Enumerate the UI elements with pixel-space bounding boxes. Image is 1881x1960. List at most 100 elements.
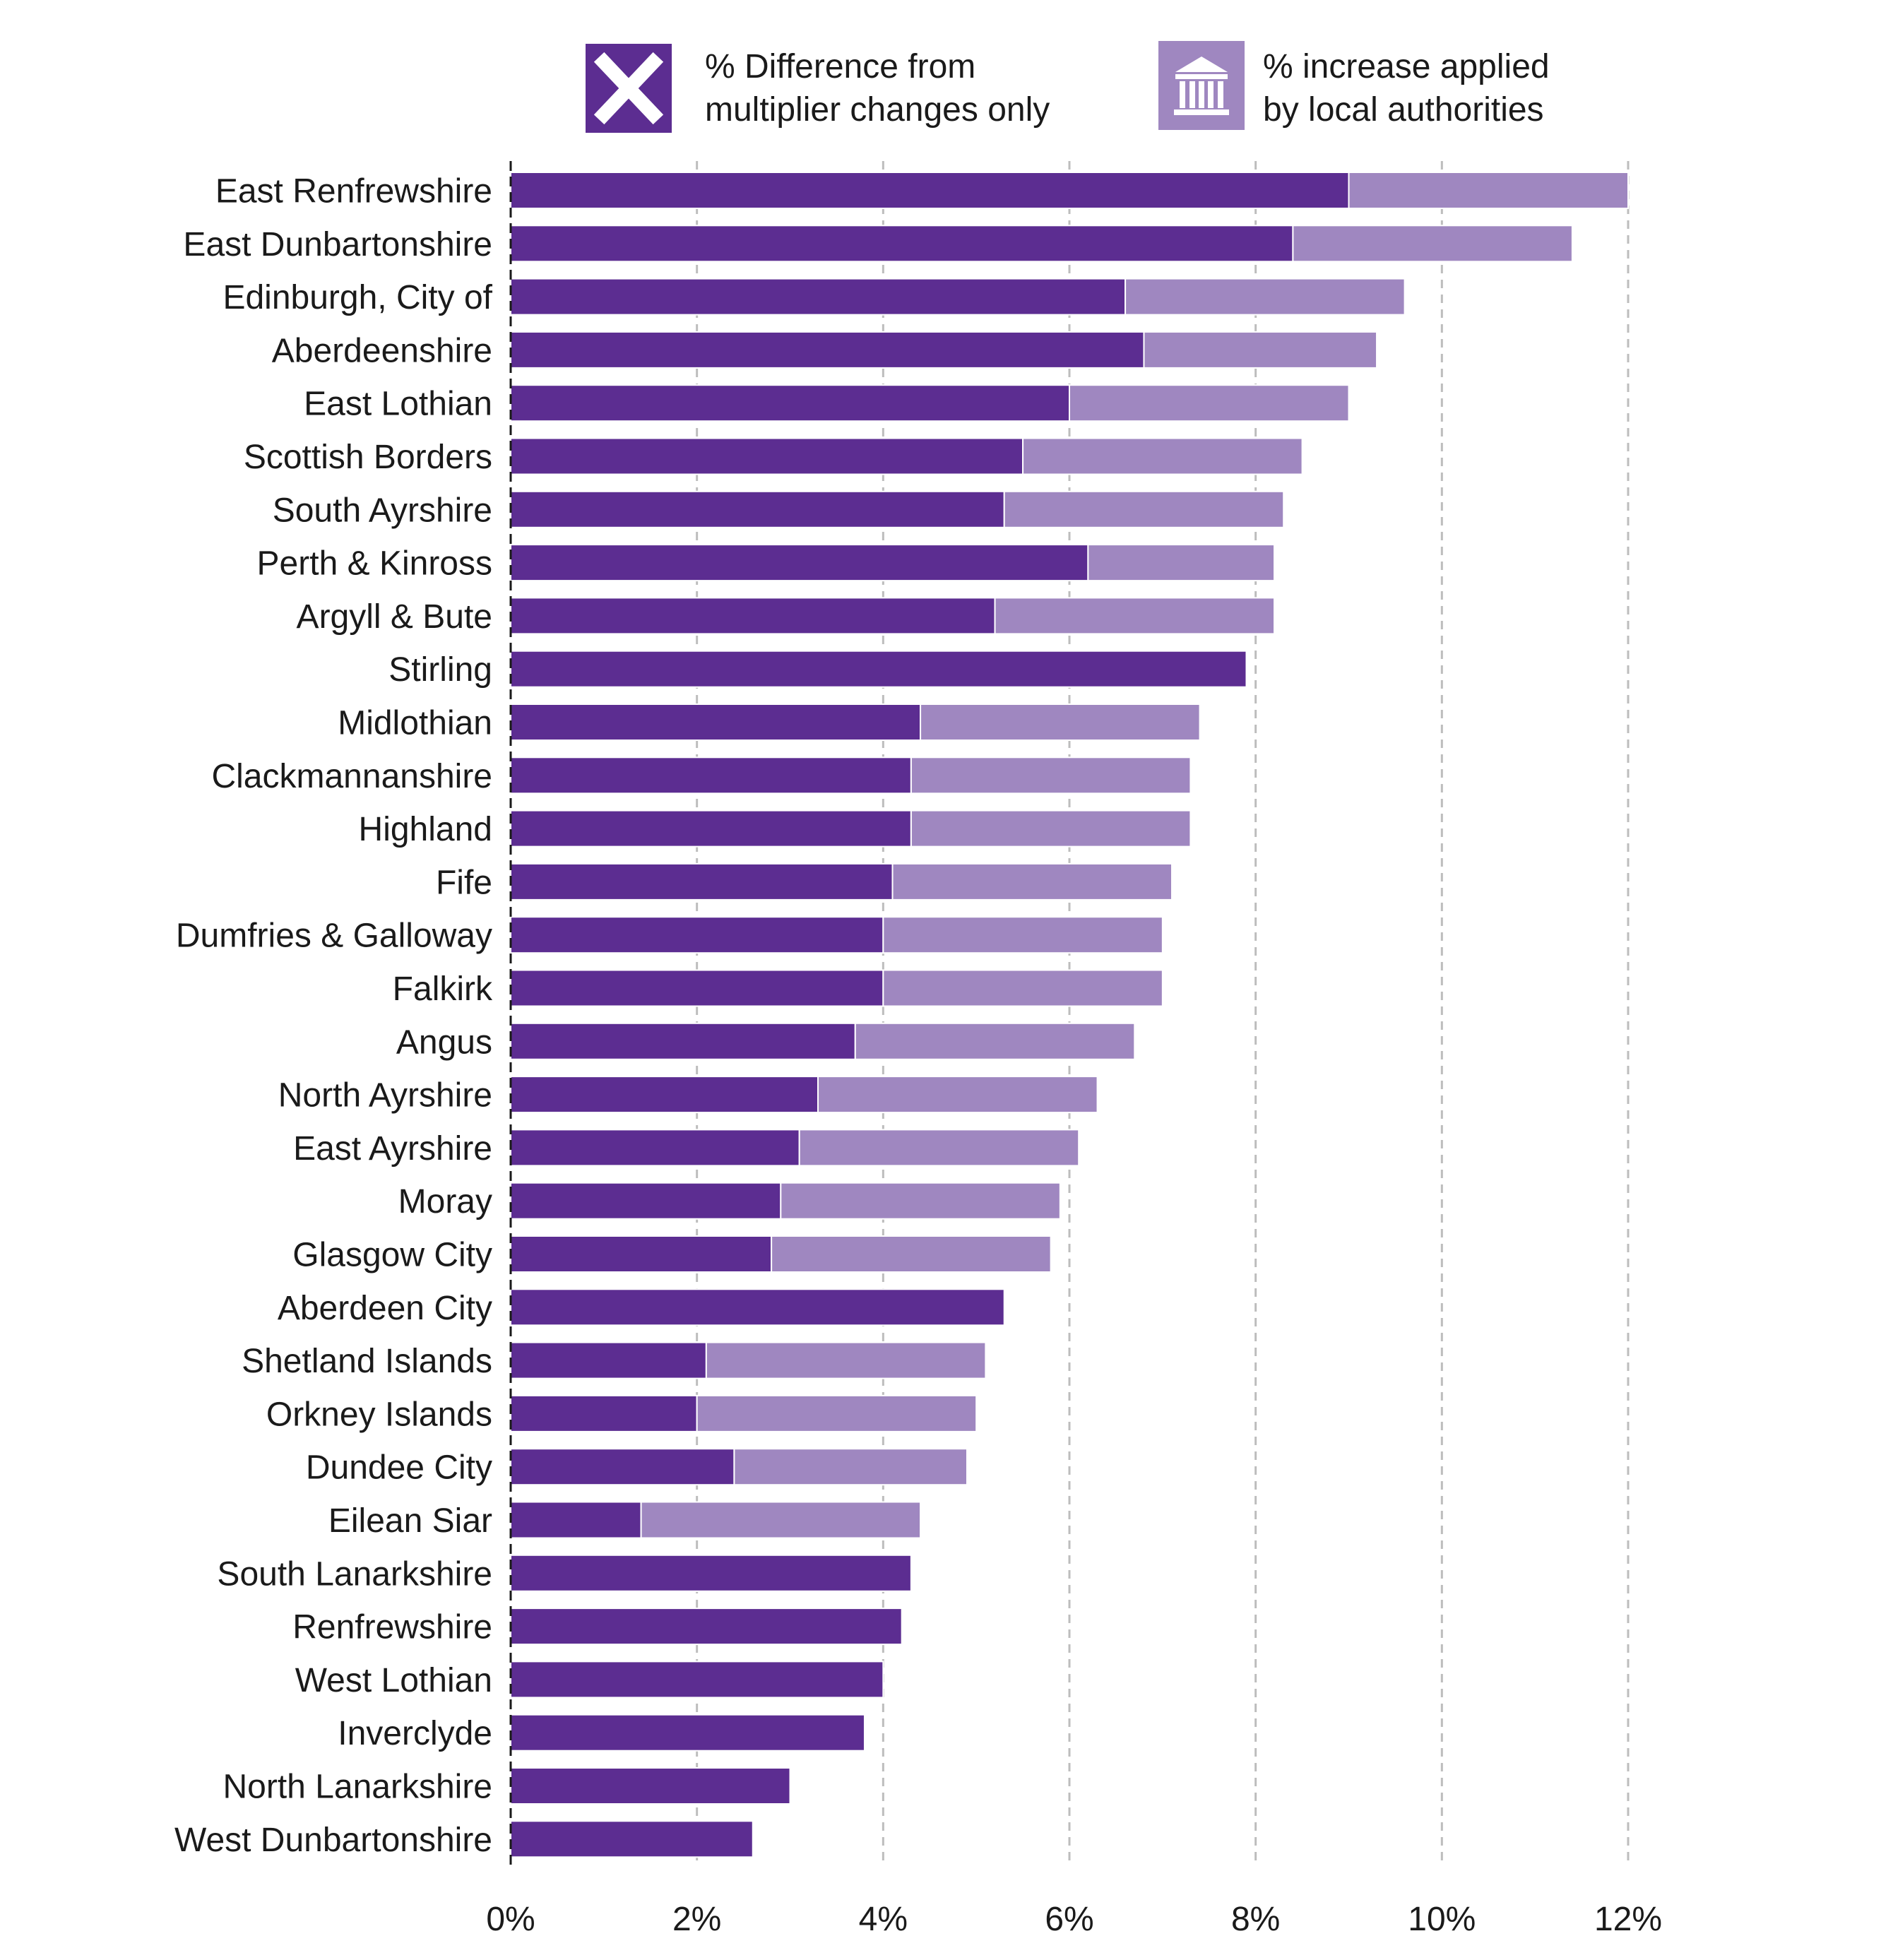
- category-label: Falkirk: [393, 970, 493, 1008]
- bar-local-authorities: [1069, 384, 1350, 422]
- bar-local-authorities: [1143, 331, 1378, 369]
- category-label: Shetland Islands: [242, 1343, 492, 1380]
- bar-multiplier: [510, 1129, 800, 1167]
- category-label: East Lothian: [304, 386, 492, 423]
- category-label: Aberdeen City: [278, 1290, 492, 1327]
- bar-multiplier: [510, 1767, 791, 1805]
- bar-local-authorities: [733, 1448, 968, 1486]
- bar-multiplier: [510, 1182, 782, 1220]
- bar-multiplier: [510, 1022, 856, 1060]
- legend-label-multiplier-line2: multiplier changes only: [705, 91, 1050, 129]
- bar-multiplier: [510, 225, 1294, 263]
- legend-label-multiplier-line1: % Difference from: [705, 48, 975, 85]
- bar-local-authorities: [817, 1076, 1098, 1114]
- legend-item-multiplier: % Difference from multiplier changes onl…: [586, 44, 1050, 133]
- bar-local-authorities: [780, 1182, 1061, 1220]
- category-label: Moray: [398, 1183, 492, 1220]
- category-label: Midlothian: [338, 705, 492, 742]
- category-label: Stirling: [388, 651, 492, 689]
- bar-local-authorities: [1003, 490, 1285, 528]
- bar-multiplier: [510, 1288, 1005, 1326]
- bar-local-authorities: [854, 1022, 1136, 1060]
- x-tick-label: 10%: [1408, 1901, 1476, 1938]
- bar-local-authorities: [640, 1501, 922, 1539]
- bar-multiplier: [510, 1341, 707, 1379]
- category-label: East Ayrshire: [293, 1130, 492, 1168]
- x-tick-label: 6%: [1045, 1901, 1093, 1938]
- bar-multiplier: [510, 1820, 754, 1858]
- category-label: West Lothian: [295, 1662, 492, 1699]
- bar-local-authorities: [994, 597, 1276, 635]
- category-label: Fife: [436, 864, 492, 901]
- bar-local-authorities: [771, 1235, 1052, 1273]
- bar-multiplier: [510, 544, 1089, 582]
- bar-multiplier: [510, 969, 884, 1007]
- category-label: Angus: [396, 1023, 492, 1061]
- bar-multiplier: [510, 1554, 912, 1592]
- category-label: North Lanarkshire: [222, 1769, 492, 1806]
- bar-local-authorities: [1087, 544, 1276, 582]
- category-label: Renfrewshire: [292, 1609, 492, 1646]
- category-label: Eilean Siar: [328, 1502, 492, 1540]
- bar-multiplier: [510, 331, 1145, 369]
- bar-multiplier: [510, 650, 1247, 688]
- bar-multiplier: [510, 756, 912, 795]
- bar-multiplier: [510, 1608, 903, 1646]
- bar-local-authorities: [798, 1129, 1080, 1167]
- bar-multiplier: [510, 703, 922, 741]
- bar-multiplier: [510, 862, 894, 901]
- bar-local-authorities: [882, 969, 1163, 1007]
- category-label: Orkney Islands: [266, 1396, 492, 1433]
- bar-multiplier: [510, 1235, 773, 1273]
- category-label: Dumfries & Galloway: [176, 917, 492, 955]
- category-label: Aberdeenshire: [272, 332, 492, 369]
- bar-multiplier: [510, 1076, 819, 1114]
- bar-local-authorities: [1022, 437, 1303, 475]
- bar-multiplier: [510, 490, 1005, 528]
- bar-local-authorities: [910, 756, 1192, 795]
- category-label: South Ayrshire: [273, 492, 492, 529]
- legend-label-local-authorities-line2: by local authorities: [1263, 91, 1544, 129]
- bar-local-authorities: [1348, 172, 1629, 209]
- category-label: East Dunbartonshire: [183, 226, 492, 263]
- category-labels: East Renfrewshire East Dunbartonshire Edin…: [174, 173, 493, 1859]
- x-tick-label: 2%: [672, 1901, 721, 1938]
- x-tick-label: 4%: [859, 1901, 908, 1938]
- category-label: Inverclyde: [338, 1715, 492, 1752]
- category-label: Edinburgh, City of: [222, 279, 492, 316]
- category-label: Clackmannanshire: [211, 758, 492, 795]
- category-label: West Dunbartonshire: [174, 1822, 492, 1859]
- bar-multiplier: [510, 916, 884, 954]
- category-label: Argyll & Bute: [297, 598, 492, 636]
- x-tick-label: 0%: [486, 1901, 535, 1938]
- bar-local-authorities: [696, 1394, 978, 1432]
- bars: [510, 172, 1629, 1858]
- legend: % Difference from multiplier changes onl…: [586, 41, 1550, 133]
- category-label: East Renfrewshire: [215, 173, 492, 210]
- bar-multiplier: [510, 437, 1024, 475]
- bar-local-authorities: [920, 703, 1201, 741]
- bar-local-authorities: [910, 809, 1192, 848]
- bar-multiplier: [510, 597, 996, 635]
- x-tick-label: 8%: [1231, 1901, 1280, 1938]
- bar-local-authorities: [1125, 278, 1406, 316]
- legend-item-local-authorities: % increase applied by local authorities: [1158, 41, 1550, 130]
- bar-multiplier: [510, 1661, 884, 1699]
- bar-local-authorities: [705, 1341, 987, 1379]
- category-label: Glasgow City: [292, 1237, 492, 1274]
- x-tick-labels: 0% 2% 4% 6% 8% 10% 12%: [486, 1901, 1662, 1938]
- bar-multiplier: [510, 384, 1070, 422]
- bar-multiplier: [510, 1448, 735, 1486]
- bar-multiplier: [510, 1713, 865, 1752]
- bar-multiplier: [510, 1394, 698, 1432]
- bar-multiplier: [510, 172, 1350, 209]
- category-label: North Ayrshire: [278, 1077, 492, 1115]
- category-label: Highland: [359, 811, 492, 848]
- bar-multiplier: [510, 278, 1127, 316]
- category-label: Dundee City: [306, 1449, 492, 1487]
- bar-multiplier: [510, 1501, 642, 1539]
- category-label: Perth & Kinross: [257, 545, 492, 583]
- bar-local-authorities: [882, 916, 1163, 954]
- category-label: South Lanarkshire: [217, 1555, 492, 1593]
